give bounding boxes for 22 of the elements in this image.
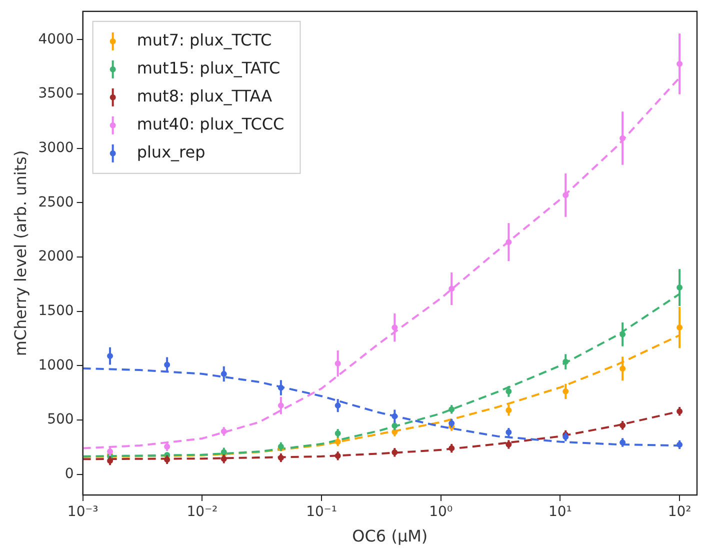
x-tick-label: 10⁻² [186, 504, 218, 520]
y-tick-label: 0 [64, 466, 74, 482]
x-tick-label: 10¹ [548, 504, 572, 520]
legend-label: mut7: plux_TCTC [136, 30, 272, 50]
x-tick-label: 10⁰ [429, 504, 453, 520]
x-tick-label: 10⁻³ [67, 504, 98, 520]
legend-label: mut15: plux_TATC [136, 58, 280, 78]
x-tick-label: 10² [668, 504, 692, 520]
y-tick-label: 1500 [38, 302, 74, 319]
y-tick-label: 1000 [38, 357, 74, 374]
y-tick-label: 3000 [38, 140, 74, 156]
y-tick-label: 2500 [38, 194, 74, 210]
y-tick-label: 500 [47, 412, 74, 428]
legend-label: mut8: plux_TTAA [136, 86, 272, 106]
y-tick-label: 4000 [38, 31, 74, 48]
y-axis-title: mCherry level (arb. units) [10, 150, 30, 356]
x-axis-title: OC6 (μM) [352, 526, 428, 546]
legend-label: mut40: plux_TCCC [136, 114, 284, 134]
y-tick-label: 2000 [38, 248, 74, 265]
legend-label: plux_rep [136, 142, 206, 162]
x-tick-label: 10⁻¹ [306, 504, 337, 520]
y-tick-label: 3500 [38, 86, 74, 102]
